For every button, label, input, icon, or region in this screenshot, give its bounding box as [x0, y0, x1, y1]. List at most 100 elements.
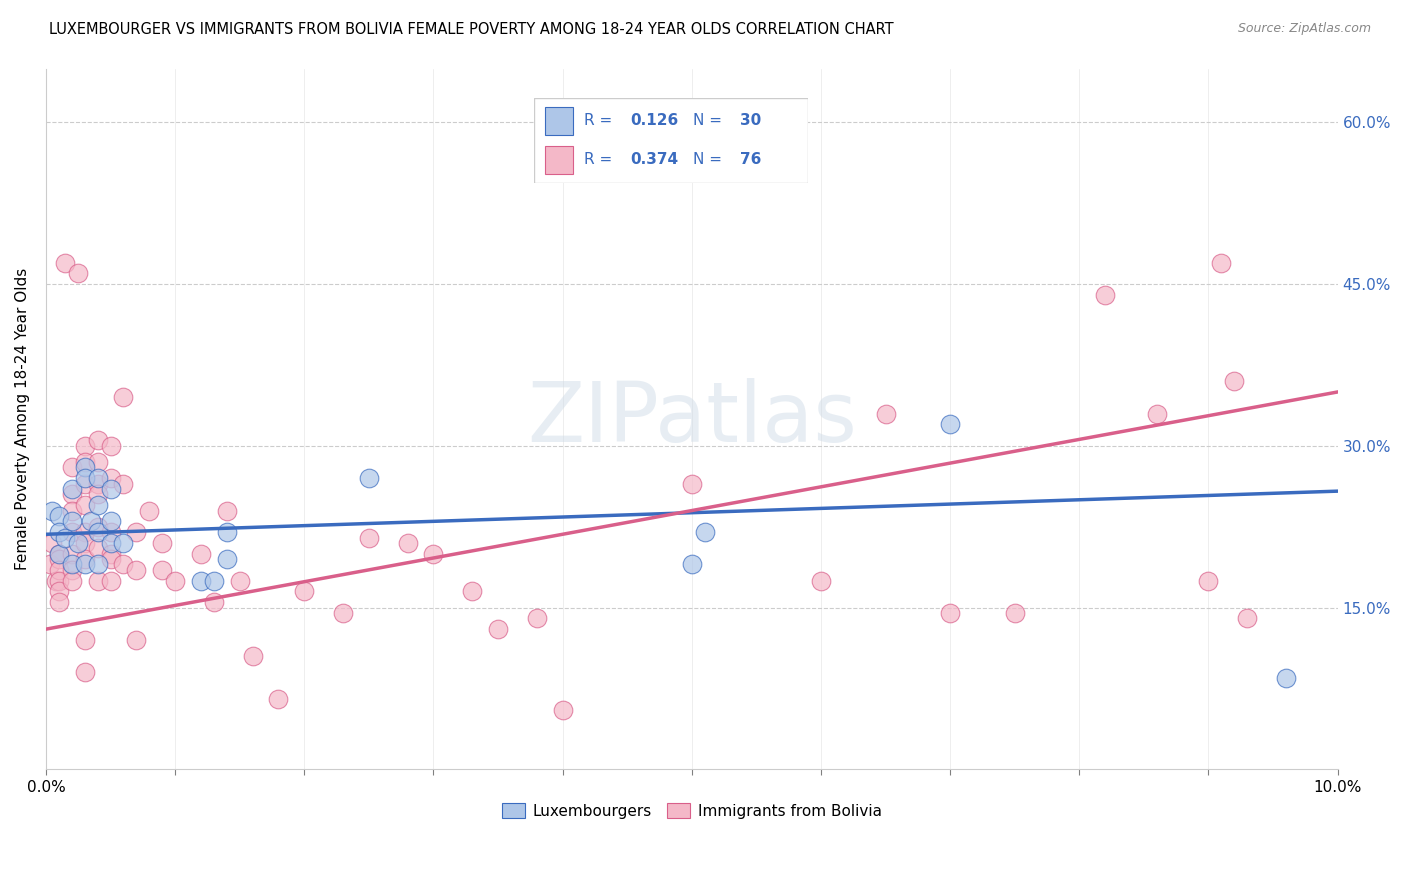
Point: [693, 525, 716, 540]
Point: [526, 611, 548, 625]
Point: [73, 525, 96, 540]
Point: [202, 574, 225, 588]
Point: [112, 390, 135, 404]
Point: [190, 547, 212, 561]
Point: [60, 482, 83, 496]
Point: [67, 266, 90, 280]
Text: N =: N =: [693, 113, 727, 128]
Point: [48, 584, 70, 599]
Point: [292, 584, 315, 599]
Point: [215, 525, 238, 540]
Point: [396, 536, 419, 550]
Point: [73, 632, 96, 647]
Point: [60, 514, 83, 528]
Point: [486, 622, 509, 636]
Point: [48, 525, 70, 540]
Point: [100, 482, 122, 496]
Point: [38, 558, 60, 572]
Point: [48, 547, 70, 561]
Point: [100, 547, 122, 561]
Point: [125, 525, 148, 540]
Point: [112, 536, 135, 550]
Point: [267, 692, 290, 706]
Text: Source: ZipAtlas.com: Source: ZipAtlas.com: [1237, 22, 1371, 36]
Point: [357, 531, 380, 545]
Point: [100, 514, 122, 528]
Point: [150, 536, 173, 550]
Point: [422, 547, 444, 561]
Point: [48, 552, 70, 566]
Point: [1275, 671, 1298, 685]
Point: [53, 255, 76, 269]
Point: [1198, 574, 1220, 588]
Point: [73, 476, 96, 491]
Point: [60, 503, 83, 517]
Point: [48, 595, 70, 609]
Point: [60, 547, 83, 561]
Point: [810, 574, 832, 588]
Point: [86, 487, 108, 501]
Point: [100, 552, 122, 566]
Point: [100, 471, 122, 485]
Point: [60, 558, 83, 572]
Point: [1236, 611, 1258, 625]
Text: 76: 76: [740, 153, 761, 168]
Point: [125, 563, 148, 577]
Point: [125, 632, 148, 647]
Point: [41, 503, 63, 517]
Point: [86, 434, 108, 448]
Point: [86, 574, 108, 588]
Point: [357, 471, 380, 485]
Point: [681, 558, 703, 572]
Point: [60, 563, 83, 577]
Point: [60, 574, 83, 588]
Point: [1211, 255, 1233, 269]
Point: [875, 407, 897, 421]
Point: [86, 476, 108, 491]
Point: [461, 584, 484, 599]
Point: [73, 498, 96, 512]
Point: [100, 439, 122, 453]
Point: [112, 476, 135, 491]
Point: [939, 417, 962, 432]
Point: [100, 574, 122, 588]
Point: [60, 487, 83, 501]
Point: [73, 558, 96, 572]
Point: [48, 574, 70, 588]
Text: 0.126: 0.126: [630, 113, 679, 128]
Point: [48, 563, 70, 577]
Point: [215, 552, 238, 566]
Point: [551, 703, 574, 717]
Point: [53, 531, 76, 545]
Point: [112, 558, 135, 572]
Point: [1094, 288, 1116, 302]
Point: [86, 541, 108, 556]
Point: [73, 460, 96, 475]
Point: [1146, 407, 1168, 421]
Point: [190, 574, 212, 588]
Point: [242, 649, 264, 664]
Point: [86, 471, 108, 485]
Point: [48, 547, 70, 561]
Point: [215, 503, 238, 517]
Point: [86, 455, 108, 469]
Point: [73, 455, 96, 469]
Point: [73, 536, 96, 550]
Point: [41, 536, 63, 550]
Point: [150, 563, 173, 577]
FancyBboxPatch shape: [534, 98, 808, 183]
Y-axis label: Female Poverty Among 18-24 Year Olds: Female Poverty Among 18-24 Year Olds: [15, 268, 30, 570]
Point: [67, 536, 90, 550]
Point: [228, 574, 250, 588]
Point: [100, 536, 122, 550]
Point: [138, 503, 160, 517]
Point: [1223, 374, 1246, 388]
Point: [60, 460, 83, 475]
Legend: Luxembourgers, Immigrants from Bolivia: Luxembourgers, Immigrants from Bolivia: [496, 797, 887, 825]
Text: R =: R =: [583, 113, 617, 128]
Text: ZIPatlas: ZIPatlas: [527, 378, 856, 459]
Bar: [546, 107, 572, 136]
Point: [73, 665, 96, 680]
Point: [86, 519, 108, 533]
Point: [202, 595, 225, 609]
